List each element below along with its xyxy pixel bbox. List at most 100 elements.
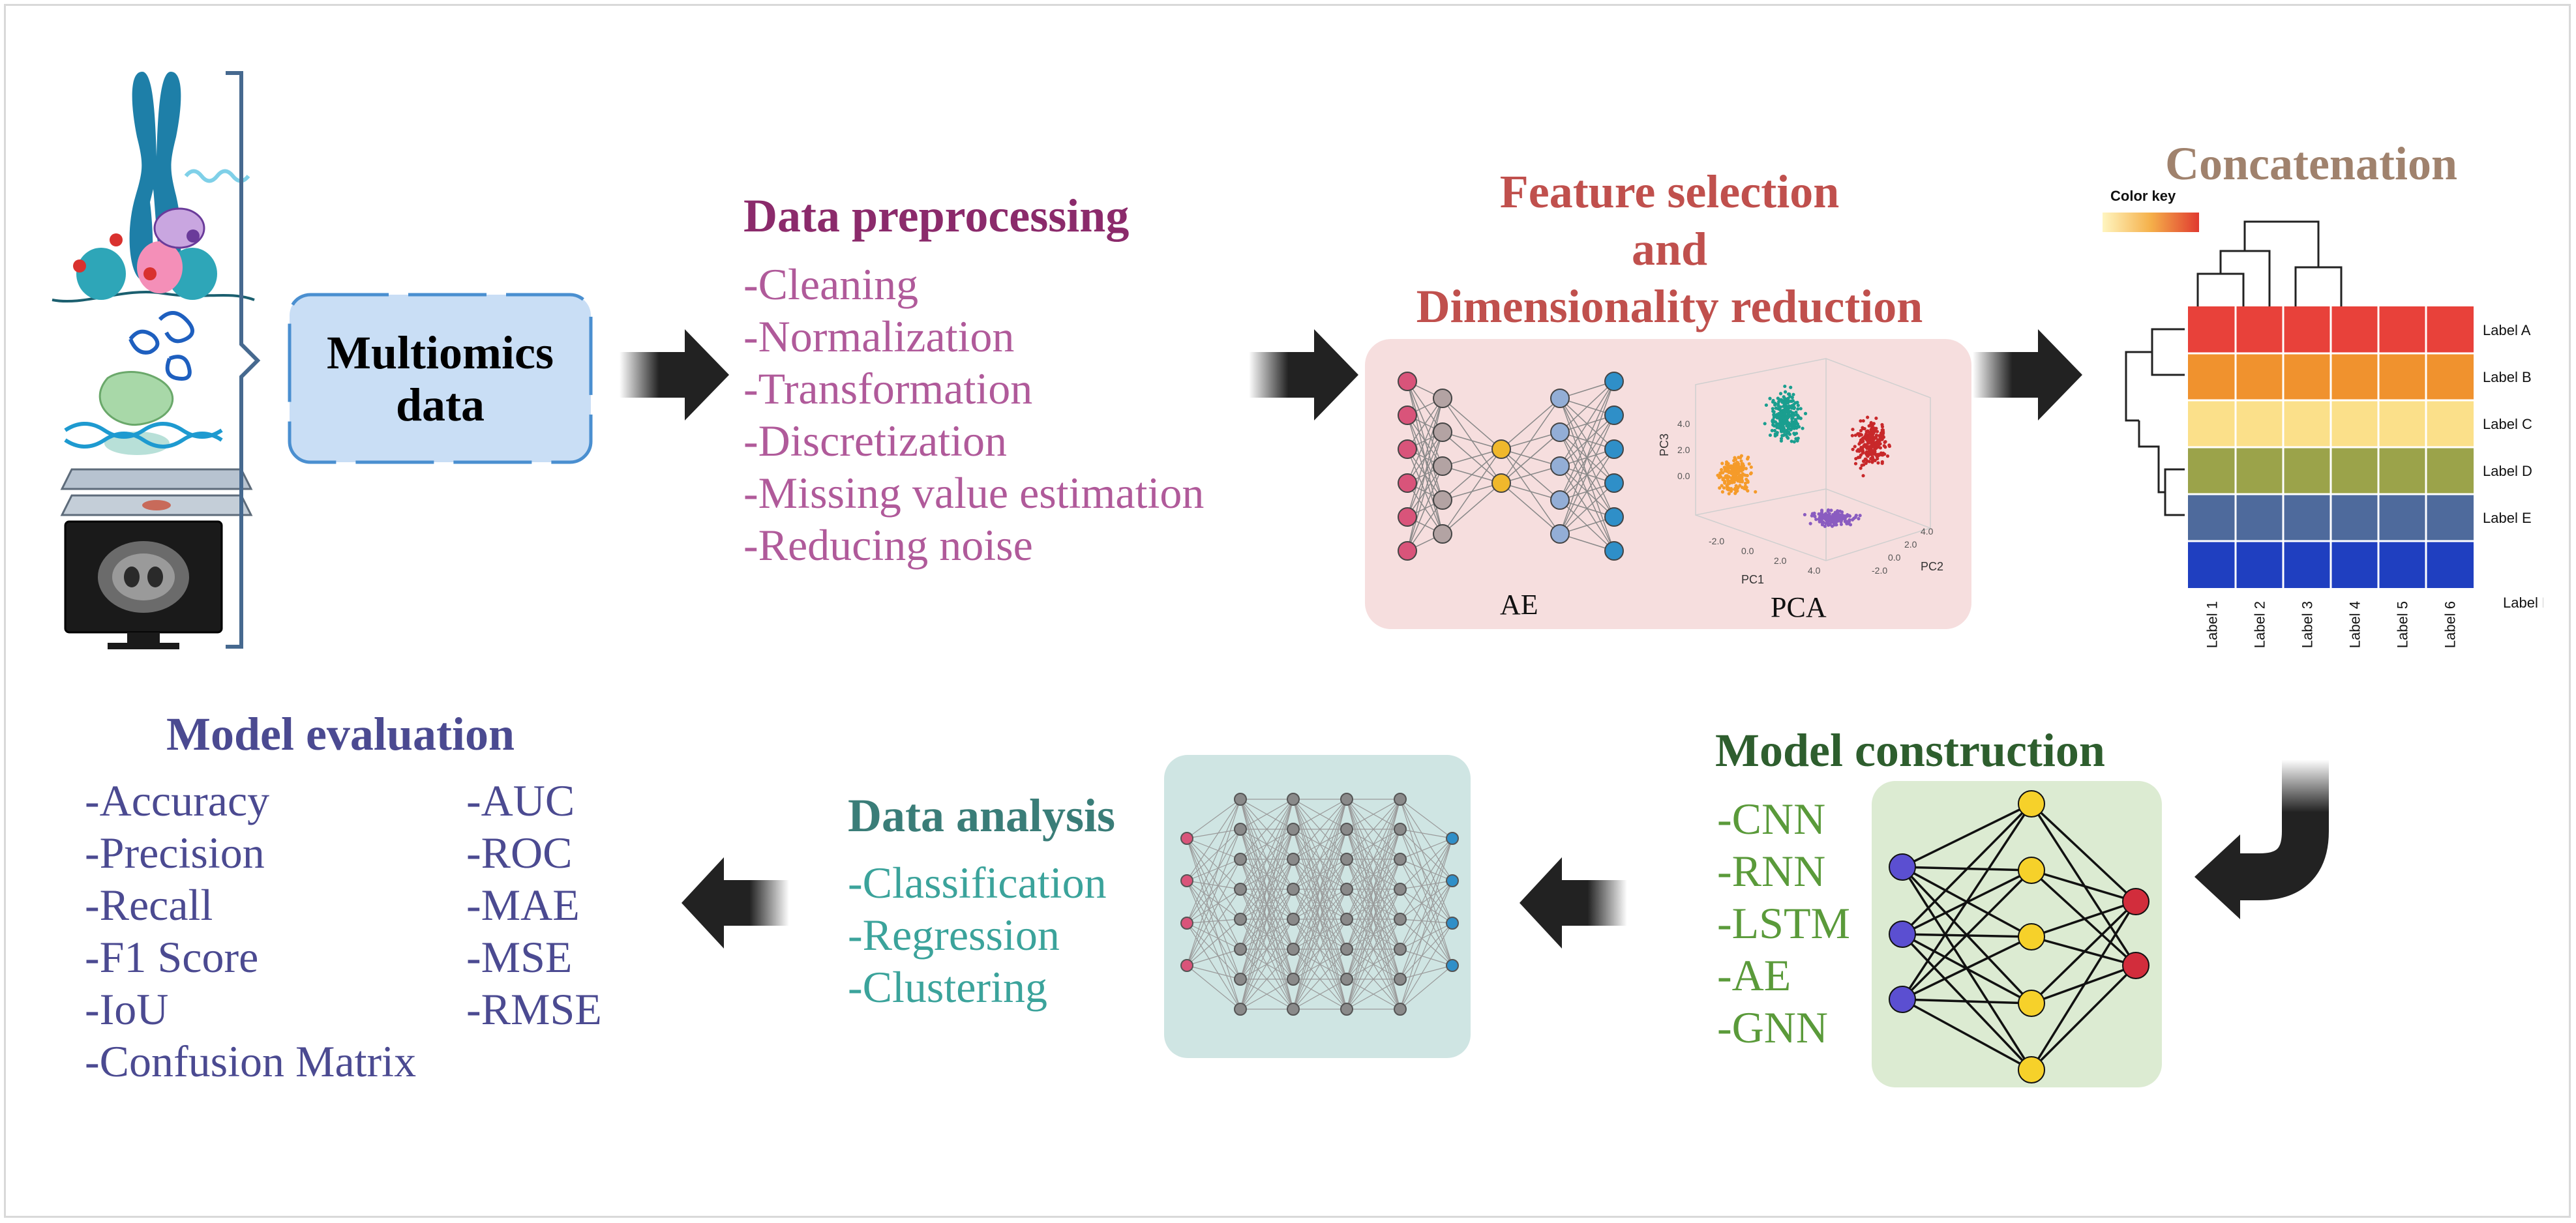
network-edge (2030, 964, 2137, 1071)
model-evaluation-item: -IoU (85, 984, 169, 1034)
network-edge (1240, 799, 1294, 830)
network-edge (1346, 889, 1401, 1010)
pca-point (1827, 518, 1831, 522)
network-edge (1902, 803, 2032, 868)
network-edge (1240, 799, 1294, 890)
pca-point (1793, 422, 1797, 427)
preprocessing-item: -Normalization (743, 312, 1015, 361)
network-node (1234, 853, 1247, 866)
network-edge (1293, 979, 1347, 1010)
pca-point (1873, 458, 1877, 462)
pca-point (1874, 453, 1878, 457)
model-evaluation-item: -Recall (85, 880, 213, 930)
network-edge (1400, 799, 1453, 924)
pca-point (1793, 418, 1797, 422)
network-edge (1293, 799, 1347, 920)
network-node (2018, 1056, 2045, 1083)
network-node (1287, 943, 1300, 956)
network-edge (1400, 838, 1453, 890)
network-edge (1400, 919, 1453, 924)
pca-point (1773, 428, 1777, 433)
model-construction-item: -RNN (1717, 846, 1826, 896)
pc2-tick: 2.0 (1904, 539, 1917, 550)
heatmap-col-label: Label 1 (2204, 601, 2221, 648)
network-edge (2030, 900, 2137, 1005)
pca-point (1725, 484, 1729, 488)
ae-label: AE (1500, 589, 1538, 621)
network-edge (1400, 922, 1453, 1010)
network-edge (1186, 829, 1241, 966)
pca-point (1880, 460, 1884, 464)
pca-point (1733, 467, 1737, 471)
network-node (1398, 541, 1417, 561)
pca-point (1724, 474, 1728, 478)
pca-point (1875, 430, 1880, 434)
multiomics-box: Multiomics data (287, 292, 593, 465)
pca-point (1747, 462, 1751, 466)
network-edge (2030, 901, 2137, 1070)
network-edge (1293, 829, 1347, 1010)
network-edge (1901, 803, 2033, 1000)
pca-point (1812, 514, 1816, 518)
pca-point (1866, 415, 1870, 419)
pca-point (1780, 413, 1784, 417)
pca-point (1824, 522, 1828, 525)
pca-point (1858, 514, 1862, 518)
omics-icons (52, 72, 255, 649)
pca-point (1790, 439, 1793, 443)
network-edge (1407, 398, 1443, 484)
pca-point (1733, 486, 1737, 490)
network-node (1604, 405, 1624, 425)
network-edge (1346, 919, 1401, 1010)
heatmap-row-label: Label F (2503, 595, 2543, 611)
network-edge (1240, 859, 1294, 1010)
network-node (1491, 473, 1511, 493)
pca-point (1788, 399, 1791, 404)
heatmap-row-label: Label B (2483, 369, 2532, 385)
network-node (1446, 874, 1459, 887)
network-node (1604, 473, 1624, 493)
network-edge (1240, 799, 1294, 920)
pca-point (1880, 424, 1885, 429)
pca-point (1780, 400, 1784, 404)
color-key-label: Color key (2110, 189, 2176, 204)
network-edge (1407, 432, 1443, 552)
network-node (1398, 372, 1417, 391)
pca-point (1853, 445, 1857, 449)
network-node (1433, 389, 1452, 408)
pca-point (1738, 484, 1742, 488)
heatmap-col-label: Label 3 (2299, 601, 2316, 648)
data-analysis-panel (1164, 755, 1471, 1058)
network-edge (1186, 838, 1241, 860)
network-edge (1186, 880, 1241, 890)
axis-label-pc3: PC3 (1658, 434, 1671, 456)
heatmap-row-label: Label C (2483, 416, 2532, 432)
arrow-right-1 (620, 329, 729, 420)
pca-point (1716, 473, 1720, 477)
pca-point (1770, 428, 1774, 433)
network-edge (1501, 432, 1561, 484)
network-edge (1240, 919, 1294, 1010)
pca-point (1799, 417, 1803, 420)
pca-point (1883, 439, 1887, 444)
network-edge (1346, 799, 1401, 980)
pca-point (1843, 518, 1847, 522)
pca-point (1868, 448, 1872, 452)
network-node (1398, 405, 1417, 425)
network-edge (2030, 869, 2137, 967)
network-edge (1400, 880, 1453, 920)
network-edge (1559, 381, 1615, 535)
pca-point (1722, 486, 1726, 490)
model-evaluation-item: -ROC (466, 828, 573, 877)
arrow-curve-down (2194, 759, 2329, 919)
network-node (1433, 490, 1452, 510)
axis-label-pc1: PC1 (1741, 573, 1764, 586)
network-edge (1400, 880, 1453, 980)
pca-point (1817, 517, 1821, 521)
pca-point (1878, 435, 1882, 439)
pca-point (1810, 514, 1814, 518)
preprocessing-item: -Transformation (743, 364, 1033, 413)
gnn-network-diagram (1889, 790, 2149, 1083)
pca-point (1727, 492, 1731, 495)
model-evaluation-item: -F1 Score (85, 932, 259, 982)
